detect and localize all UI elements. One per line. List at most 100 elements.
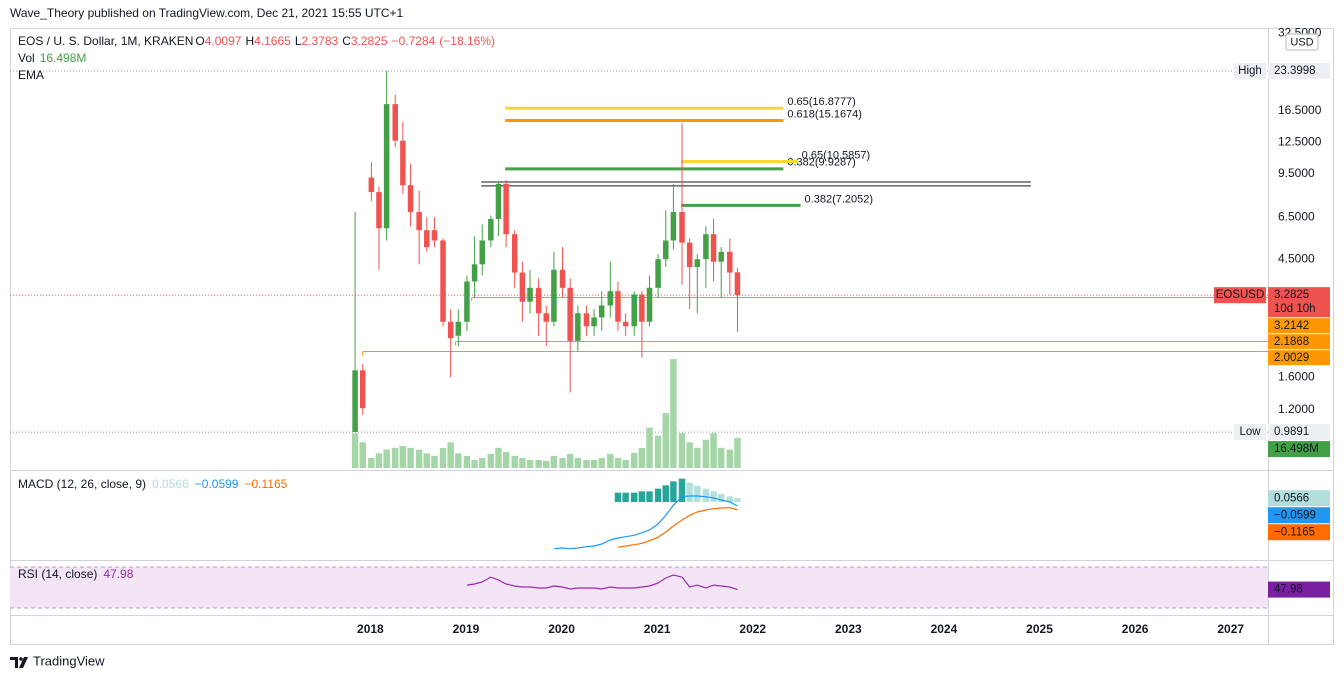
currency-box (1285, 33, 1319, 51)
macd-line (553, 495, 738, 550)
legend-key: L (295, 34, 302, 48)
volume-bar (566, 453, 574, 468)
volume-bar (431, 455, 438, 468)
symbol-label: EOSUSD (1216, 289, 1265, 301)
volume-bar (399, 446, 407, 468)
candle-body (424, 230, 430, 248)
volume-bar (375, 453, 383, 468)
volume-bar (495, 447, 502, 468)
candle-body (615, 291, 621, 322)
level-value-box (1268, 318, 1330, 334)
rsi-title: RSI (14, close) (18, 567, 97, 581)
macd-title: MACD (12, 26, close, 9) (18, 477, 146, 491)
price-value-box (1268, 287, 1330, 318)
volume-bar (717, 447, 725, 468)
volume-bar (439, 447, 447, 468)
candle-body (392, 104, 398, 141)
legend-title: EOS / U. S. Dollar, 1M, KRAKEN (18, 34, 193, 48)
candle-body (559, 269, 566, 288)
level-value: 3.2142 (1274, 320, 1309, 332)
volume-bar (479, 457, 486, 468)
volume-bar (734, 437, 741, 468)
y-tick-label: 6.5000 (1278, 209, 1315, 223)
volume-value-box (1268, 441, 1330, 458)
volume-bar (455, 453, 462, 468)
volume-bar (550, 455, 558, 468)
volume-bar (622, 459, 629, 468)
legend-key: C (342, 34, 351, 48)
x-tick-label: 2025 (1026, 622, 1053, 636)
volume-bar (662, 413, 669, 468)
macd-tag-box (1268, 507, 1330, 524)
volume-bar (559, 457, 566, 468)
y-tick-label: 9.5000 (1278, 166, 1315, 180)
candle-body (416, 212, 422, 231)
candle-body (575, 313, 581, 341)
signal-tag: −0.1165 (1274, 526, 1315, 538)
high-label-box (1234, 62, 1266, 79)
legend-change: −0.7284 (392, 34, 436, 48)
macd-histogram-bar (670, 481, 677, 502)
candle-body (543, 313, 550, 322)
candle-body (488, 218, 494, 241)
candle-body (551, 269, 557, 322)
high-label: High (1238, 65, 1262, 77)
rsi-tag: 47.98 (1274, 584, 1303, 596)
macd-histogram-bar (638, 491, 646, 502)
macd-histogram-bar (726, 496, 734, 502)
candle-body (663, 240, 669, 260)
fib-label: 0.65(16.8777) (787, 96, 856, 108)
high-value: 23.3998 (1274, 65, 1316, 77)
candle-body (400, 140, 406, 186)
candle-body (479, 240, 485, 265)
volume-bar (710, 433, 717, 468)
macd-hist-tag: 0.0566 (1274, 492, 1309, 504)
candle-body (591, 317, 597, 327)
low-label-box (1234, 424, 1266, 441)
x-tick-label: 2022 (739, 622, 766, 636)
candle-body (376, 192, 382, 229)
footer-brand: TradingView (33, 653, 105, 668)
legend-value: 16.498M (40, 51, 87, 65)
legend-value: 4.0097 (205, 34, 242, 48)
volume-bar (383, 449, 390, 468)
candle-body (455, 321, 462, 336)
signal-tag-box (1268, 524, 1330, 541)
price-value: 3.2825 (1274, 289, 1309, 301)
candle-body (607, 291, 614, 306)
candle-body (495, 183, 502, 219)
volume-bar (598, 457, 605, 468)
candle-body (407, 185, 414, 213)
volume-bar (526, 459, 534, 468)
volume-bar (463, 455, 471, 468)
candle-body (511, 234, 518, 273)
volume-bar (583, 459, 590, 468)
candle-body (471, 264, 478, 282)
macd-histogram-bar (710, 491, 717, 502)
candle-body (727, 251, 733, 273)
volume-bar (726, 449, 734, 468)
volume-bar (359, 442, 366, 468)
volume-bar (502, 451, 510, 468)
macd-histogram-bar (686, 482, 693, 502)
volume-bar (678, 433, 686, 468)
x-tick-label: 2020 (548, 622, 575, 636)
rsi-value: 47.98 (103, 567, 133, 581)
macd-histogram-bar (678, 478, 686, 502)
volume-bar (535, 459, 542, 468)
legend-key: O (195, 34, 204, 48)
legend: Vol 16.498M (18, 51, 86, 65)
legend-key: Vol (18, 51, 35, 65)
candle-body (710, 234, 717, 262)
currency: USD (1290, 36, 1313, 48)
y-tick-label: 16.5000 (1278, 103, 1322, 117)
x-tick-label: 2019 (453, 622, 480, 636)
macd-histogram-bar (734, 498, 741, 502)
volume-bar (407, 447, 414, 468)
macd-histogram-bar (646, 491, 653, 502)
volume-value: 16.498M (1274, 443, 1319, 455)
fib-label: 0.382(7.2052) (805, 193, 874, 205)
legend: RSI (14, close) 47.98 (18, 567, 134, 581)
macd-histogram-bar (702, 488, 710, 502)
